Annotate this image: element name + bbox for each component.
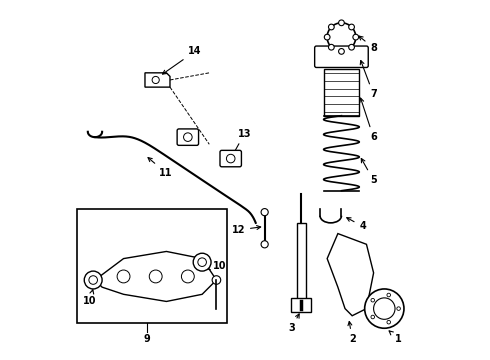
Circle shape — [387, 320, 391, 324]
Text: 3: 3 — [288, 314, 299, 333]
Circle shape — [89, 276, 98, 284]
Circle shape — [152, 76, 159, 84]
Circle shape — [371, 315, 374, 319]
FancyBboxPatch shape — [177, 129, 198, 145]
Text: 14: 14 — [163, 46, 202, 74]
Circle shape — [226, 154, 235, 163]
Circle shape — [339, 49, 344, 54]
Text: 10: 10 — [83, 290, 97, 306]
Circle shape — [349, 24, 354, 30]
Circle shape — [365, 289, 404, 328]
Circle shape — [353, 34, 359, 40]
FancyBboxPatch shape — [220, 150, 242, 167]
Bar — [323, 69, 359, 116]
Circle shape — [397, 307, 400, 310]
Text: 11: 11 — [148, 158, 173, 178]
Circle shape — [371, 298, 374, 302]
Circle shape — [339, 20, 344, 26]
Text: 2: 2 — [348, 321, 356, 344]
Polygon shape — [95, 251, 217, 301]
Polygon shape — [145, 73, 170, 87]
Polygon shape — [327, 234, 373, 316]
Text: 7: 7 — [360, 60, 377, 99]
Circle shape — [193, 253, 211, 271]
Text: 13: 13 — [233, 129, 251, 155]
Circle shape — [184, 133, 192, 141]
Text: 12: 12 — [231, 225, 261, 235]
Text: 6: 6 — [360, 98, 377, 142]
Circle shape — [328, 44, 334, 50]
FancyBboxPatch shape — [315, 46, 368, 67]
Circle shape — [328, 24, 334, 30]
Circle shape — [373, 298, 395, 319]
Circle shape — [327, 23, 356, 51]
Circle shape — [261, 208, 268, 216]
Text: 10: 10 — [206, 261, 226, 271]
Text: 5: 5 — [361, 158, 377, 185]
Bar — [292, 298, 311, 312]
Text: 1: 1 — [389, 331, 402, 344]
Text: 4: 4 — [347, 218, 366, 231]
Text: 9: 9 — [144, 334, 150, 344]
Bar — [297, 223, 306, 301]
Circle shape — [84, 271, 102, 289]
Circle shape — [212, 276, 220, 284]
Circle shape — [387, 293, 391, 297]
Circle shape — [198, 258, 206, 266]
Circle shape — [149, 270, 162, 283]
Circle shape — [181, 270, 194, 283]
Circle shape — [349, 44, 354, 50]
Circle shape — [117, 270, 130, 283]
Circle shape — [324, 34, 330, 40]
Bar — [77, 208, 227, 323]
Text: 8: 8 — [359, 36, 377, 53]
Circle shape — [261, 241, 268, 248]
